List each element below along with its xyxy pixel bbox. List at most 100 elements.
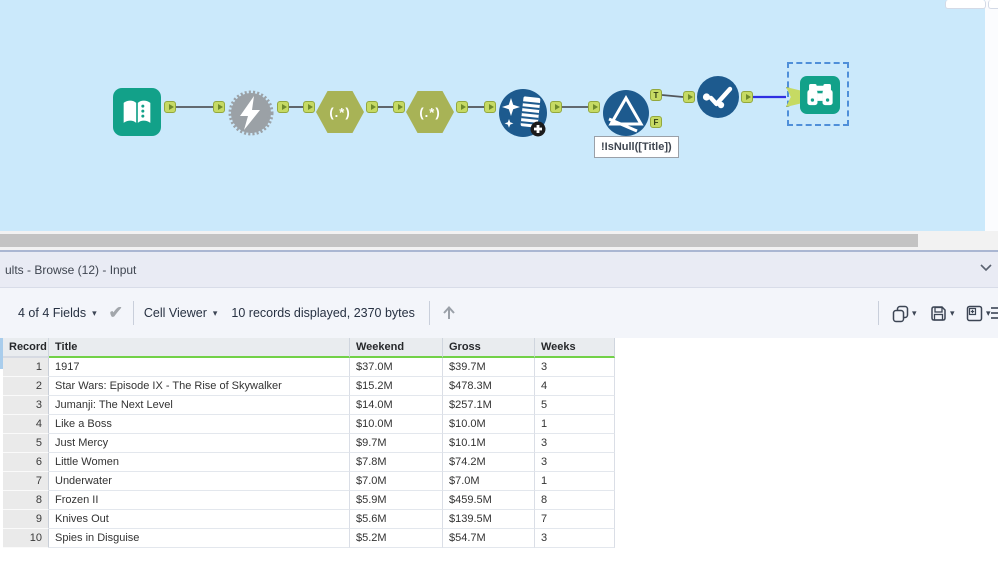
data-cell[interactable]: 1917 [49,358,350,377]
data-cell[interactable]: $7.0M [443,472,535,491]
data-cell[interactable]: $10.0M [350,415,443,434]
data-cell[interactable]: Star Wars: Episode IX - The Rise of Skyw… [49,377,350,396]
data-cell[interactable]: 5 [535,396,615,415]
data-cell[interactable]: $5.9M [350,491,443,510]
data-cell[interactable]: $37.0M [350,358,443,377]
copy-button[interactable]: ▾ [891,304,917,323]
data-cell[interactable]: $54.7M [443,529,535,548]
data-cell[interactable]: $10.1M [443,434,535,453]
cleansing-sparkle-table-icon [499,89,547,137]
new-window-button[interactable]: ▾ [965,304,991,323]
tool-data-cleansing[interactable] [498,88,548,138]
tool-filter[interactable] [602,89,650,137]
output-anchor[interactable] [550,101,562,113]
collapsed-panel-tab[interactable] [988,0,998,9]
data-cell[interactable]: 8 [535,491,615,510]
tool-input-data[interactable] [113,88,161,136]
tool-unique[interactable] [697,76,739,118]
column-header-weekend[interactable]: Weekend [350,338,443,358]
data-cell[interactable]: 3 [535,453,615,472]
output-anchor[interactable] [277,101,289,113]
scroll-to-top-arrow-icon[interactable] [440,304,458,322]
data-cell[interactable]: $5.2M [350,529,443,548]
menu-icon[interactable] [991,306,998,320]
save-button[interactable]: ▾ [929,304,955,323]
data-cell[interactable]: Jumanji: The Next Level [49,396,350,415]
canvas-horizontal-scrollbar[interactable] [0,231,998,250]
record-number-cell[interactable]: 9 [3,510,49,529]
data-cell[interactable]: $139.5M [443,510,535,529]
toolbar-divider [878,301,879,325]
data-cell[interactable]: 4 [535,377,615,396]
connection-wires [176,94,786,108]
cell-viewer-selector[interactable]: Cell Viewer ▾ [143,306,218,320]
data-cell[interactable]: 1 [535,415,615,434]
chevron-down-icon[interactable] [980,264,992,272]
data-cell[interactable]: 3 [535,529,615,548]
filter-false-anchor[interactable]: F [650,116,662,128]
data-cell[interactable]: 1 [535,472,615,491]
data-cell[interactable]: 7 [535,510,615,529]
input-anchor[interactable] [484,101,496,113]
column-header-weeks[interactable]: Weeks [535,338,615,358]
input-anchor[interactable] [303,101,315,113]
data-cell[interactable]: Just Mercy [49,434,350,453]
data-cell[interactable]: $10.0M [443,415,535,434]
output-anchor[interactable] [164,101,176,113]
workflow-canvas[interactable]: (.*) (.*) [0,0,985,231]
data-cell[interactable]: Knives Out [49,510,350,529]
data-cell[interactable]: $5.6M [350,510,443,529]
record-number-cell[interactable]: 6 [3,453,49,472]
column-header-title[interactable]: Title [49,338,350,358]
column-header-gross[interactable]: Gross [443,338,535,358]
output-anchor[interactable] [456,101,468,113]
input-anchor[interactable] [683,91,695,103]
table-left-accent [0,338,3,369]
save-icon [931,305,946,321]
input-anchor[interactable] [588,101,600,113]
data-cell[interactable]: $14.0M [350,396,443,415]
data-cell[interactable]: Frozen II [49,491,350,510]
input-anchor[interactable] [393,101,405,113]
tool-regex-2[interactable]: (.*) [406,91,454,133]
input-anchor[interactable] [213,101,225,113]
data-cell[interactable]: $74.2M [443,453,535,472]
connection-filter-unique[interactable] [661,94,684,98]
tool-browse[interactable] [800,76,840,114]
output-anchor[interactable] [366,101,378,113]
fields-selector[interactable]: 4 of 4 Fields ▾ [18,306,97,320]
filter-true-anchor[interactable]: T [650,89,662,101]
data-cell[interactable]: Spies in Disguise [49,529,350,548]
collapsed-panel-tab[interactable] [945,0,986,9]
panel-splitter[interactable] [0,250,998,252]
data-cell[interactable]: $7.8M [350,453,443,472]
record-number-cell[interactable]: 4 [3,415,49,434]
results-title-bar: ults - Browse (12) - Input [0,252,998,288]
data-cell[interactable]: $257.1M [443,396,535,415]
record-number-cell[interactable]: 3 [3,396,49,415]
data-cell[interactable]: 3 [535,434,615,453]
data-cell[interactable]: Like a Boss [49,415,350,434]
record-number-cell[interactable]: 1 [3,358,49,377]
record-number-cell[interactable]: 8 [3,491,49,510]
data-cell[interactable]: $15.2M [350,377,443,396]
apply-check-icon[interactable]: ✔ [108,303,123,322]
output-anchor[interactable] [741,91,753,103]
record-number-cell[interactable]: 2 [3,377,49,396]
data-cell[interactable]: $39.7M [443,358,535,377]
data-cell[interactable]: $478.3M [443,377,535,396]
column-header-record[interactable]: Record [3,338,49,358]
regex-label: (.*) [329,104,351,120]
data-cell[interactable]: Little Women [49,453,350,472]
tool-regex-1[interactable]: (.*) [316,91,364,133]
scrollbar-thumb[interactable] [0,234,918,247]
data-cell[interactable]: Underwater [49,472,350,491]
data-cell[interactable]: $9.7M [350,434,443,453]
data-cell[interactable]: $459.5M [443,491,535,510]
record-number-cell[interactable]: 5 [3,434,49,453]
record-number-cell[interactable]: 10 [3,529,49,548]
data-cell[interactable]: $7.0M [350,472,443,491]
data-cell[interactable]: 3 [535,358,615,377]
record-number-cell[interactable]: 7 [3,472,49,491]
tool-macro[interactable] [227,89,275,137]
